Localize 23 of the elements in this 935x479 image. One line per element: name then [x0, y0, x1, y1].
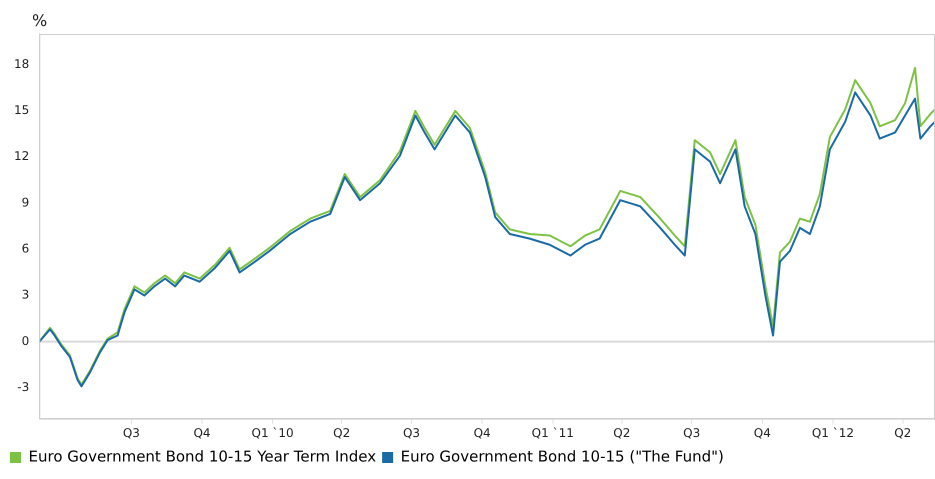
x-tick-label: Q2 — [894, 426, 912, 440]
y-tick-label: 6 — [22, 242, 30, 256]
x-tick-label: Q4 — [474, 426, 491, 440]
y-tick-label: 3 — [22, 288, 30, 302]
x-tick-label: Q3 — [122, 426, 140, 440]
legend-label: Euro Government Bond 10-15 ("The Fund") — [400, 447, 724, 466]
x-tick-label: Q1 `11 — [532, 426, 574, 440]
y-tick-label: 18 — [14, 56, 30, 71]
x-tick-label: Q1 `12 — [812, 426, 854, 440]
y-tick-label: 12 — [14, 149, 30, 164]
y-tick-label: -3 — [17, 380, 30, 394]
y-tick-label: 0 — [22, 334, 30, 348]
y-tick-label: 15 — [14, 103, 30, 118]
x-tick-label: Q2 — [613, 426, 630, 440]
y-axis-title: % — [32, 11, 48, 30]
x-tick-label: Q1 `10 — [252, 426, 294, 440]
x-tick-label: Q3 — [402, 426, 420, 440]
x-tick-label: Q4 — [754, 426, 771, 440]
x-tick-label: Q4 — [193, 426, 211, 440]
y-tick-label: 9 — [22, 195, 30, 210]
x-tick-label: Q2 — [333, 426, 350, 440]
x-tick-label: Q3 — [683, 426, 700, 440]
legend-label: Euro Government Bond 10-15 Year Term Index — [28, 447, 376, 466]
